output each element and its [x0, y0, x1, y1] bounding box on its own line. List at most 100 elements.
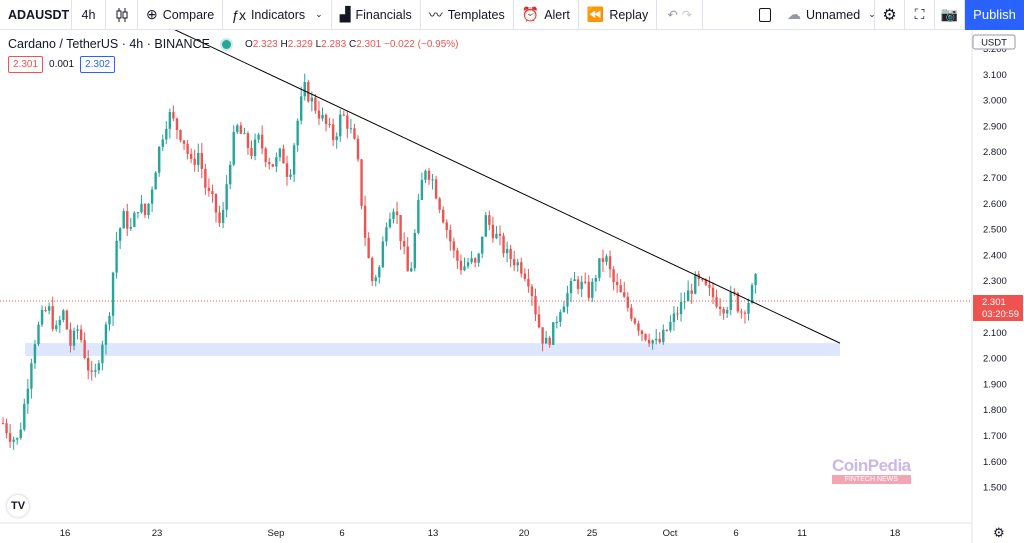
alert-button[interactable]: ⏰ Alert [514, 0, 579, 30]
current-price-value: 2.301 [982, 297, 1006, 308]
y-tick-label: 2.900 [983, 121, 1007, 132]
candle-body [655, 338, 658, 341]
candle-body [324, 114, 328, 125]
bar-chart-icon: ▟ [339, 6, 351, 22]
tradingview-logo[interactable]: TV [7, 495, 29, 517]
candle-body [555, 321, 558, 323]
redo-icon[interactable]: ↷ [681, 8, 693, 22]
candle-body [413, 232, 416, 269]
candle-body [640, 330, 644, 335]
candle-body [349, 128, 353, 130]
candle-body [466, 262, 470, 267]
undo-icon[interactable]: ↶ [667, 8, 678, 22]
candle-body [623, 292, 626, 297]
trendline[interactable] [150, 30, 841, 344]
x-tick-label: 20 [519, 528, 530, 539]
low-value: 2.283 [321, 38, 347, 50]
layout-button[interactable] [751, 0, 779, 30]
candle-body [303, 82, 306, 97]
replay-button[interactable]: ⏪ Replay [579, 0, 658, 30]
candle-body [118, 228, 122, 241]
candle-body [427, 170, 431, 180]
currency-badge[interactable] [972, 34, 1016, 50]
candle-body [669, 321, 672, 331]
candle-body [339, 114, 342, 137]
chart-settings-gear-icon[interactable]: ⚙ [993, 525, 1005, 540]
candle-body [516, 262, 519, 266]
x-tick-label: Oct [663, 528, 678, 539]
candle-body [179, 130, 182, 141]
candle-body [136, 212, 140, 214]
publish-button[interactable]: Publish [965, 0, 1024, 30]
candle-body [239, 125, 243, 134]
candle-body [566, 293, 569, 307]
y-tick-label: 2.800 [983, 147, 1007, 158]
candle-body [658, 338, 661, 343]
snapshot-button[interactable]: 📷 [935, 0, 965, 30]
settings-button[interactable]: ⚙ [875, 0, 905, 30]
bid-ask-panel: 2.301 0.001 2.302 [8, 56, 116, 73]
sell-price[interactable]: 2.301 [8, 56, 44, 73]
fullscreen-button[interactable]: ⛶ [905, 0, 935, 30]
candle-body [260, 134, 264, 149]
candle-body [285, 163, 289, 177]
candle-body [87, 358, 90, 371]
coinpedia-watermark: CoinPedia FINTECH NEWS [832, 456, 911, 484]
candle-body [743, 312, 747, 314]
layout-name-button[interactable]: ☁ Unnamed ⌄ [779, 0, 876, 30]
candle-body [718, 306, 722, 309]
candle-body [55, 325, 58, 330]
change-value: −0.022 (−0.95%) [384, 38, 459, 50]
candle-body [601, 258, 605, 262]
candle-body [402, 241, 406, 247]
candle-body [76, 329, 79, 331]
chart-type-button[interactable] [106, 0, 138, 30]
candle-body [754, 273, 757, 286]
interval-button[interactable]: 4h [72, 0, 106, 30]
layout-icon [759, 7, 771, 22]
price-axis[interactable]: 3.2003.1003.0002.9002.8002.7002.6002.500… [983, 44, 1007, 494]
templates-button[interactable]: 〰 Templates [421, 0, 514, 30]
candle-body [740, 311, 743, 313]
candle-body [541, 327, 544, 344]
candle-body [189, 153, 193, 159]
candle-body [665, 329, 669, 331]
candle-body [573, 279, 576, 282]
candle-body [399, 215, 402, 242]
y-tick-label: 2.300 [983, 276, 1007, 287]
candle-body [733, 291, 736, 294]
candle-body [530, 286, 534, 297]
candle-body [342, 114, 345, 116]
candle-body [513, 259, 516, 266]
current-price-label [973, 295, 1023, 321]
y-tick-label: 1.700 [983, 431, 1007, 442]
candle-body [615, 281, 619, 286]
financials-button[interactable]: ▟ Financials [332, 0, 421, 30]
x-tick-label: 13 [428, 528, 439, 539]
price-chart[interactable]: 3.2003.1003.0002.9002.8002.7002.6002.500… [0, 30, 1024, 543]
candle-body [548, 337, 551, 345]
chevron-down-icon: ⌄ [868, 9, 876, 19]
high-label: H [280, 38, 288, 50]
watermark-sub: FINTECH NEWS [832, 475, 911, 484]
support-zone[interactable] [25, 343, 840, 357]
compare-button[interactable]: ⊕ Compare [138, 0, 224, 30]
time-axis[interactable]: 16 23 Sep 6 13 20 25 Oct 6 11 18 [60, 528, 901, 539]
candle-body [584, 281, 587, 283]
symbol-search-button[interactable]: ADAUSDT [0, 0, 72, 30]
candle-body [94, 370, 97, 372]
candle-body [296, 120, 299, 146]
fullscreen-icon: ⛶ [914, 6, 925, 22]
candle-body [647, 339, 651, 344]
y-tick-label: 2.100 [983, 328, 1007, 339]
candle-body [612, 269, 615, 282]
indicators-button[interactable]: ƒx Indicators ⌄ [223, 0, 332, 30]
spread-value: 0.001 [49, 59, 75, 70]
candle-body [65, 310, 69, 330]
candle-body [143, 203, 147, 216]
symbol-title[interactable]: Cardano / TetherUS · 4h · BINANCE [8, 37, 210, 51]
buy-price[interactable]: 2.302 [80, 56, 116, 73]
open-label: O [244, 38, 253, 50]
candle-body [406, 246, 409, 272]
candle-body [140, 203, 143, 213]
